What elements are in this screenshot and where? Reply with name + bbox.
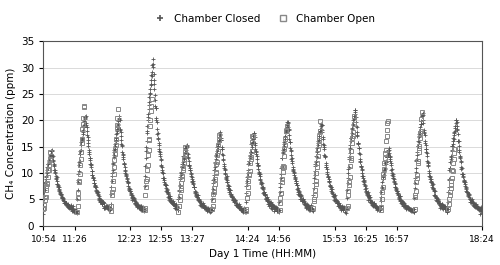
Y-axis label: CH₄ Concentration (ppm): CH₄ Concentration (ppm) — [6, 68, 16, 199]
Legend: Chamber Closed, Chamber Open: Chamber Closed, Chamber Open — [146, 10, 380, 28]
X-axis label: Day 1 Time (HH:MM): Day 1 Time (HH:MM) — [209, 249, 316, 259]
